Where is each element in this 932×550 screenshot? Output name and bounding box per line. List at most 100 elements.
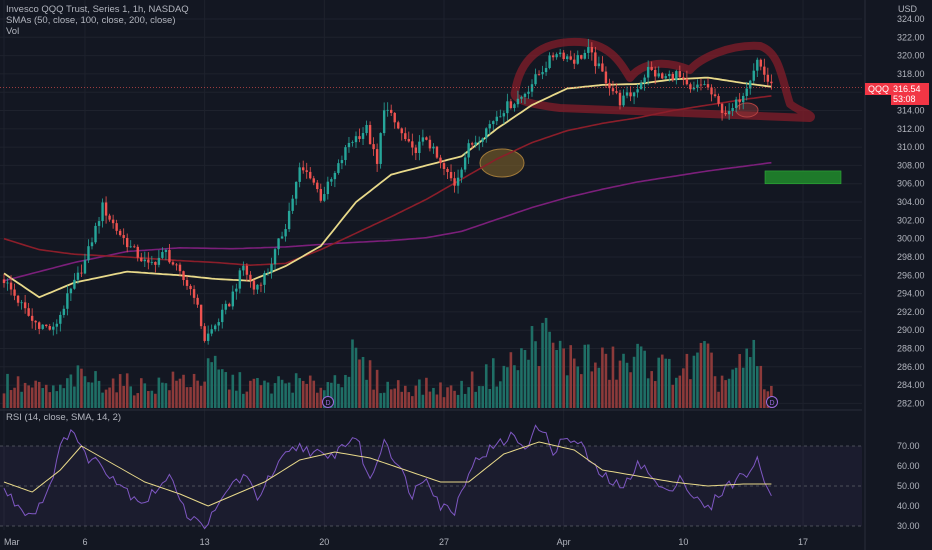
volume-bar	[66, 378, 69, 408]
volume-bar	[104, 389, 108, 408]
volume-bar	[273, 383, 277, 408]
volume-bar	[27, 385, 30, 408]
volume-bar	[189, 387, 192, 408]
candle-body	[62, 308, 66, 315]
target-box	[764, 170, 842, 185]
event-badge-circle	[766, 396, 778, 408]
candle-body	[439, 157, 442, 164]
volume-bar	[168, 390, 171, 408]
candle-body	[59, 314, 62, 324]
volume-bar	[703, 341, 706, 408]
price-tick-label: 312.00	[897, 124, 925, 134]
volume-bar	[755, 366, 759, 408]
volume-bar	[347, 376, 351, 408]
candle-body	[358, 136, 361, 139]
time-tick-label: 27	[439, 537, 449, 547]
volume-bar	[548, 331, 551, 408]
volume-bar	[653, 381, 657, 408]
volume-bar	[30, 387, 34, 408]
candle-body	[118, 230, 122, 236]
price-tick-label: 282.00	[897, 398, 925, 408]
volume-bar	[287, 382, 291, 408]
candle-body	[316, 182, 319, 190]
candle-body	[347, 142, 351, 148]
volume-bar	[495, 386, 499, 408]
candle-body	[375, 149, 379, 164]
candle-body	[83, 260, 87, 274]
candle-body	[650, 66, 653, 70]
price-tick-label: 324.00	[897, 14, 925, 24]
volume-bar	[235, 390, 238, 408]
volume-bar	[597, 367, 601, 408]
candle-body	[460, 169, 463, 178]
volume-bar	[175, 380, 178, 408]
candle-body	[302, 167, 305, 171]
volume-bar	[650, 371, 653, 408]
volume-bar	[178, 378, 182, 408]
candle-body	[467, 143, 470, 158]
volume-bar	[682, 368, 685, 408]
candle-body	[259, 284, 263, 286]
volume-bar	[632, 356, 636, 408]
event-badge: D	[322, 396, 334, 408]
candle-body	[45, 324, 48, 327]
candle-body	[516, 98, 520, 105]
candle-body	[38, 322, 41, 329]
candle-body	[502, 113, 506, 117]
volume-bar	[199, 385, 203, 408]
volume-bar	[48, 392, 52, 408]
price-tick-label: 310.00	[897, 142, 925, 152]
candle-body	[611, 88, 615, 92]
candle-body	[742, 95, 745, 103]
candle-body	[414, 147, 418, 154]
candle-body	[52, 326, 55, 330]
candle-body	[175, 264, 178, 266]
candle-body	[597, 63, 601, 67]
candle-body	[523, 93, 527, 97]
candle-body	[622, 95, 625, 106]
volume-bar	[171, 371, 175, 408]
candle-body	[13, 289, 16, 296]
volume-bar	[263, 380, 266, 408]
candle-body	[344, 147, 347, 161]
candle-body	[425, 137, 428, 140]
volume-bar	[62, 388, 66, 408]
head-and-shoulders-outline	[510, 37, 815, 122]
candle-body	[551, 55, 555, 58]
volume-bar	[344, 374, 347, 408]
candle-body	[562, 52, 565, 60]
candle-body	[312, 178, 315, 183]
volume-bar	[516, 370, 520, 408]
price-tick-label: 294.00	[897, 289, 925, 299]
volume-bar	[351, 339, 354, 408]
volume-bar	[129, 386, 133, 408]
volume-bar	[587, 344, 590, 408]
volume-bar	[143, 383, 147, 408]
symbol-tag[interactable]: QQQ	[865, 83, 893, 95]
time-tick-label: 10	[678, 537, 688, 547]
rsi-tick-label: 30.00	[897, 521, 920, 531]
volume-bar	[696, 352, 699, 408]
candle-body	[432, 146, 435, 149]
volume-bar	[558, 340, 562, 408]
volume-bar	[456, 394, 460, 408]
volume-bar	[625, 362, 629, 408]
candle-body	[210, 329, 213, 334]
volume-bar	[252, 378, 256, 408]
candle-body	[115, 223, 118, 231]
volume-bar	[502, 365, 506, 408]
candle-body	[685, 78, 689, 85]
candle-body	[738, 99, 741, 103]
candle-body	[699, 84, 703, 86]
candle-body	[481, 138, 484, 142]
volume-bar	[308, 375, 312, 408]
volume-bar	[44, 384, 48, 408]
volume-bar	[509, 352, 513, 408]
volume-bar	[231, 374, 235, 408]
volume-bar	[87, 382, 90, 408]
volume-bar	[154, 393, 157, 408]
volume-bar	[449, 385, 453, 408]
volume-bar	[618, 360, 622, 408]
candle-body	[140, 257, 143, 262]
